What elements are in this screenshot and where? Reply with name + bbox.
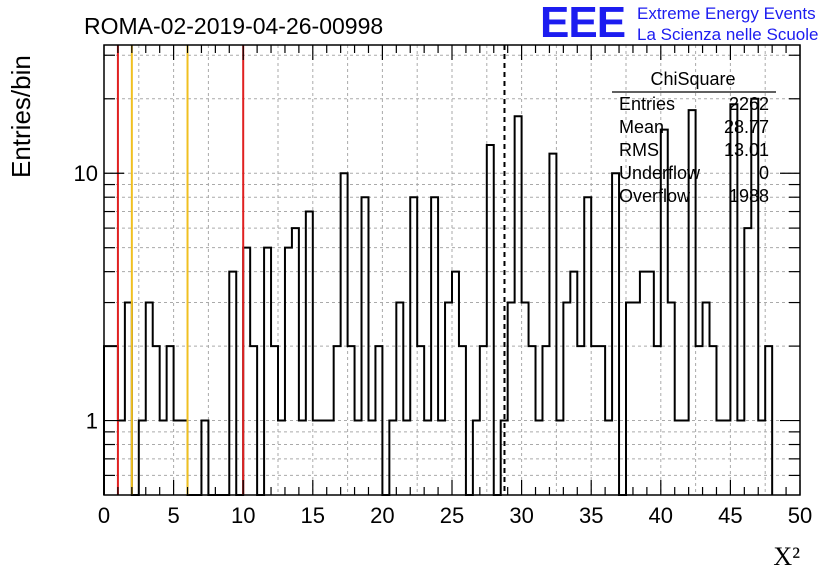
y-tick-label: 1 bbox=[86, 409, 98, 434]
stats-row-label: Overflow bbox=[619, 186, 691, 206]
y-tick-label: 10 bbox=[74, 161, 98, 186]
x-tick-label: 45 bbox=[718, 503, 742, 528]
eee-logo-mark: EEE bbox=[540, 0, 626, 47]
stats-rows: Entries 2262 Mean 28.77 RMS 13.01 Underflow 0 Ov… bbox=[619, 94, 769, 206]
stats-row-value: 0 bbox=[759, 163, 769, 183]
tick-labels: 0 5 10 15 20 25 30 35 40 45 50 1 10 bbox=[74, 161, 813, 528]
x-tick-label: 35 bbox=[579, 503, 603, 528]
x-tick-label: 20 bbox=[370, 503, 394, 528]
axis-ticks bbox=[103, 45, 801, 495]
stats-box: ChiSquare Entries 2262 Mean 28.77 RMS 13.01 Un… bbox=[612, 69, 776, 206]
eee-logo: EEE Extreme Energy Events La Scienza nel… bbox=[540, 0, 832, 47]
stats-row-label: Mean bbox=[619, 117, 664, 137]
stats-row-value: 28.77 bbox=[724, 117, 769, 137]
histogram-outline bbox=[103, 97, 774, 496]
y-axis-label: Entries/bin bbox=[6, 55, 36, 178]
x-tick-label: 50 bbox=[788, 503, 812, 528]
run-title: ROMA-02-2019-04-26-00998 bbox=[84, 13, 383, 39]
stats-row-value: 13.01 bbox=[724, 140, 769, 160]
x-tick-label: 40 bbox=[649, 503, 673, 528]
stats-row-label: Entries bbox=[619, 94, 675, 114]
histogram bbox=[103, 97, 774, 496]
stats-row-value: 2262 bbox=[729, 94, 769, 114]
x-tick-label: 0 bbox=[98, 503, 110, 528]
stats-row-label: RMS bbox=[619, 140, 659, 160]
stats-row-value: 1988 bbox=[729, 186, 769, 206]
x-tick-label: 10 bbox=[231, 503, 255, 528]
eee-logo-line1: Extreme Energy Events bbox=[637, 4, 816, 23]
x-tick-label: 15 bbox=[301, 503, 325, 528]
stats-title: ChiSquare bbox=[650, 69, 735, 89]
x-axis-label: X² bbox=[773, 542, 800, 571]
x-tick-label: 30 bbox=[509, 503, 533, 528]
eee-logo-line2: La Scienza nelle Scuole bbox=[637, 25, 819, 44]
marker-lines bbox=[116, 45, 506, 495]
x-tick-label: 25 bbox=[440, 503, 464, 528]
stats-row-label: Underflow bbox=[619, 163, 701, 183]
x-tick-label: 5 bbox=[167, 503, 179, 528]
